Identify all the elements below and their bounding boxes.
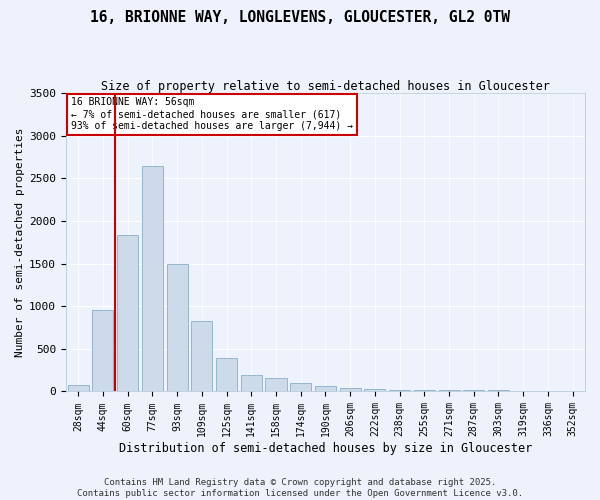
Bar bbox=[364, 389, 385, 392]
Bar bbox=[414, 390, 435, 392]
Bar bbox=[191, 320, 212, 392]
Bar bbox=[117, 234, 138, 392]
Text: 16 BRIONNE WAY: 56sqm
← 7% of semi-detached houses are smaller (617)
93% of semi: 16 BRIONNE WAY: 56sqm ← 7% of semi-detac… bbox=[71, 98, 353, 130]
Bar bbox=[562, 390, 583, 392]
Bar bbox=[512, 390, 534, 392]
Bar bbox=[216, 358, 237, 392]
Bar bbox=[290, 382, 311, 392]
Bar bbox=[167, 264, 188, 392]
Text: 16, BRIONNE WAY, LONGLEVENS, GLOUCESTER, GL2 0TW: 16, BRIONNE WAY, LONGLEVENS, GLOUCESTER,… bbox=[90, 10, 510, 25]
Bar bbox=[315, 386, 336, 392]
Text: Contains HM Land Registry data © Crown copyright and database right 2025.
Contai: Contains HM Land Registry data © Crown c… bbox=[77, 478, 523, 498]
Y-axis label: Number of semi-detached properties: Number of semi-detached properties bbox=[15, 128, 25, 357]
X-axis label: Distribution of semi-detached houses by size in Gloucester: Distribution of semi-detached houses by … bbox=[119, 442, 532, 455]
Bar bbox=[340, 388, 361, 392]
Bar bbox=[92, 310, 113, 392]
Bar bbox=[389, 390, 410, 392]
Title: Size of property relative to semi-detached houses in Gloucester: Size of property relative to semi-detach… bbox=[101, 80, 550, 93]
Bar bbox=[265, 378, 287, 392]
Bar bbox=[439, 390, 460, 392]
Bar bbox=[142, 166, 163, 392]
Bar bbox=[463, 390, 484, 392]
Bar bbox=[488, 390, 509, 392]
Bar bbox=[68, 385, 89, 392]
Bar bbox=[241, 376, 262, 392]
